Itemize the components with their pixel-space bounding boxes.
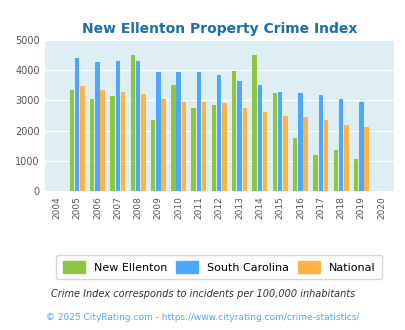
Bar [232,71,236,191]
Bar [292,138,296,191]
Bar [222,103,226,191]
Bar [303,117,307,191]
Bar [363,127,368,191]
Bar [196,72,201,191]
Bar [80,86,84,191]
Title: New Ellenton Property Crime Index: New Ellenton Property Crime Index [81,22,356,36]
Bar [171,85,175,191]
Bar [95,62,100,191]
Bar [135,61,140,191]
Bar [277,92,282,191]
Bar [358,102,363,191]
Bar [216,75,221,191]
Bar [191,108,196,191]
Bar [181,102,185,191]
Bar [161,99,166,191]
Text: Crime Index corresponds to incidents per 100,000 inhabitants: Crime Index corresponds to incidents per… [51,289,354,299]
Bar [130,55,135,191]
Bar [70,90,74,191]
Bar [237,82,241,191]
Bar [151,120,155,191]
Bar [262,113,266,191]
Bar [242,108,246,191]
Bar [176,72,181,191]
Bar [257,85,262,191]
Bar [353,159,357,191]
Bar [110,96,115,191]
Bar [90,99,94,191]
Text: © 2025 CityRating.com - https://www.cityrating.com/crime-statistics/: © 2025 CityRating.com - https://www.city… [46,313,359,322]
Bar [323,120,327,191]
Bar [202,102,206,191]
Bar [252,55,256,191]
Bar [115,61,120,191]
Bar [100,90,104,191]
Bar [75,58,79,191]
Bar [333,150,337,191]
Bar [313,155,317,191]
Bar [272,93,277,191]
Bar [343,125,347,191]
Bar [156,72,160,191]
Bar [121,92,125,191]
Bar [298,93,302,191]
Bar [318,95,322,191]
Bar [211,105,216,191]
Bar [338,99,343,191]
Bar [141,94,145,191]
Bar [283,115,287,191]
Legend: New Ellenton, South Carolina, National: New Ellenton, South Carolina, National [56,255,382,280]
